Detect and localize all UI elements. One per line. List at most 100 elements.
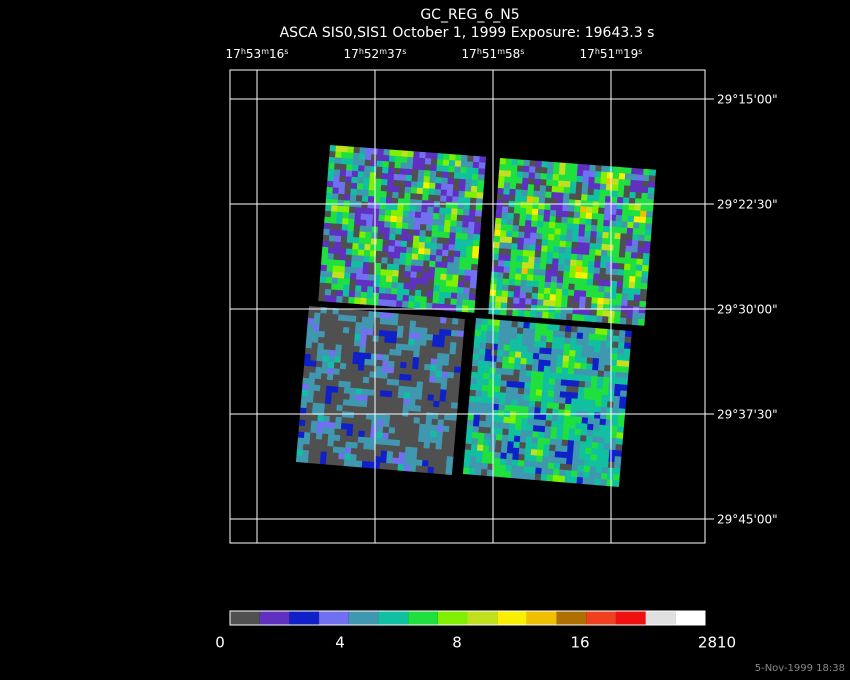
pixel <box>574 277 582 285</box>
pixel <box>399 180 407 188</box>
pixel <box>464 191 472 199</box>
pixel <box>472 167 480 175</box>
pixel <box>469 389 477 397</box>
pixel <box>596 231 604 239</box>
pixel <box>491 409 499 417</box>
pixel <box>386 451 394 459</box>
pixel <box>403 198 411 206</box>
pixel <box>494 308 502 315</box>
pixel <box>325 192 333 200</box>
pixel <box>559 246 566 254</box>
pixel <box>571 470 579 478</box>
pixel <box>560 457 568 465</box>
pixel <box>394 433 402 441</box>
pixel <box>434 194 442 202</box>
pixel <box>592 195 600 203</box>
pixel <box>347 411 355 419</box>
pixel <box>379 396 387 404</box>
pixel <box>618 172 626 180</box>
pixel <box>465 431 473 439</box>
pixel <box>327 168 335 176</box>
pixel <box>496 349 504 357</box>
pixel <box>564 259 572 267</box>
pixel <box>431 418 439 426</box>
pixel <box>344 182 352 190</box>
pixel <box>423 176 431 184</box>
pixel <box>506 302 514 310</box>
pixel <box>514 423 522 431</box>
pixel <box>366 213 374 221</box>
pixel <box>517 243 525 251</box>
pixel <box>590 387 598 395</box>
pixel <box>454 166 462 174</box>
pixel <box>363 364 371 372</box>
pixel <box>365 219 373 227</box>
colorbar: 0 4 8 16 2810 <box>215 610 736 652</box>
pixel <box>408 332 416 340</box>
pixel <box>301 389 309 397</box>
pixel <box>530 382 538 390</box>
pixel <box>506 230 514 238</box>
pixel <box>635 264 643 272</box>
colorbar-swatch <box>586 611 616 625</box>
pixel <box>456 298 464 306</box>
pixel <box>358 424 366 432</box>
pixel <box>316 427 324 435</box>
pixel <box>597 297 605 305</box>
pixel <box>351 369 359 377</box>
pixel <box>563 349 571 357</box>
pixel <box>458 190 466 198</box>
pixel <box>537 437 545 445</box>
pixel <box>509 411 517 419</box>
pixel <box>322 355 330 363</box>
pixel <box>439 461 447 469</box>
pixel <box>482 372 490 380</box>
pixel <box>416 453 424 461</box>
pixel <box>414 295 422 303</box>
pixel <box>572 380 580 388</box>
colorbar-swatch <box>259 611 290 625</box>
pixel <box>503 260 511 268</box>
pixel <box>308 378 316 386</box>
pixel <box>398 192 406 200</box>
pixel <box>398 186 406 194</box>
pixel <box>386 185 394 193</box>
pixel <box>610 286 618 294</box>
pixel <box>397 464 405 472</box>
pixel <box>420 296 428 304</box>
pixel <box>512 225 520 233</box>
pixel <box>336 205 344 213</box>
pixel <box>587 194 594 202</box>
pixel <box>417 441 425 449</box>
pixel <box>365 340 373 348</box>
pixel <box>449 414 457 422</box>
pixel <box>332 452 340 460</box>
pixel <box>516 471 524 480</box>
pixel <box>393 439 401 447</box>
pixel <box>476 450 484 458</box>
pixel <box>538 353 546 361</box>
pixel <box>348 218 356 226</box>
pixel <box>562 433 570 441</box>
pixel <box>474 396 482 404</box>
pixel <box>488 445 496 453</box>
pixel <box>568 205 576 213</box>
pixel <box>481 457 489 465</box>
pixel <box>406 362 414 370</box>
pixel <box>606 401 614 409</box>
pixel <box>396 216 404 224</box>
pixel <box>506 447 514 455</box>
pixel <box>555 445 563 453</box>
pixel <box>535 244 543 252</box>
pixel <box>565 325 573 333</box>
pixel <box>450 220 458 228</box>
pixel <box>418 235 426 243</box>
pixel <box>406 241 414 249</box>
pixel <box>619 239 627 247</box>
pixel <box>423 369 431 377</box>
pixel <box>439 207 447 215</box>
pixel <box>581 350 589 358</box>
pixel <box>338 187 346 195</box>
pixel <box>360 291 368 299</box>
pixel <box>594 177 602 185</box>
